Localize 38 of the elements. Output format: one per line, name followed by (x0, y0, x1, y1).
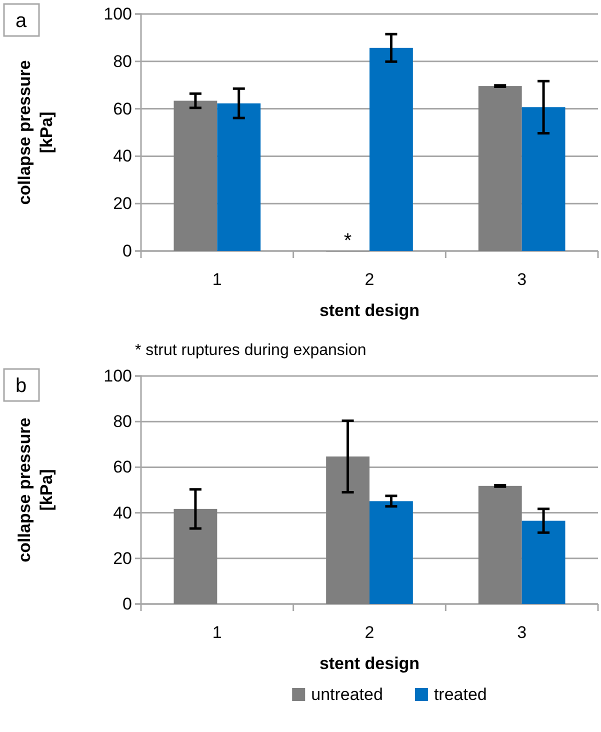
bar (522, 520, 566, 604)
y-tick-label: 20 (113, 548, 132, 568)
bar (478, 486, 522, 604)
bar (370, 48, 413, 251)
y-axis-title: collapse pressure [kPa] (15, 418, 56, 562)
y-tick-label: 100 (104, 4, 132, 24)
y-tick-label: 40 (113, 503, 132, 522)
y-tick-label: 0 (122, 594, 132, 614)
y-tick-label: 60 (113, 458, 132, 477)
y-tick-label: 60 (113, 99, 132, 118)
x-tick-label: 2 (364, 623, 374, 642)
bar (522, 107, 566, 251)
x-axis-title: stent design (319, 654, 420, 673)
y-axis-title: collapse pressure [kPa] (15, 60, 56, 205)
bar (174, 100, 218, 251)
y-tick-label: 80 (113, 412, 132, 432)
x-tick-label: 3 (517, 623, 527, 642)
chart-title: a (15, 10, 28, 32)
bar (174, 508, 218, 604)
x-axis-title: stent design (319, 301, 420, 320)
x-tick-label: 1 (212, 623, 222, 642)
bar (326, 456, 370, 604)
x-tick-label: 2 (364, 270, 374, 289)
y-tick-label: 20 (113, 194, 132, 214)
bar (217, 103, 261, 251)
bar (370, 501, 413, 604)
chart-title: b (15, 375, 27, 397)
x-tick-label: 3 (517, 270, 527, 289)
text: * strut ruptures during expansion (135, 342, 366, 359)
y-tick-label: 80 (113, 52, 132, 71)
annotation: * (344, 230, 352, 252)
x-tick-label: 1 (212, 270, 222, 289)
y-tick-label: 0 (122, 241, 132, 260)
legend-label: untreated (311, 685, 383, 704)
y-tick-label: 40 (113, 146, 132, 166)
bar (478, 86, 522, 251)
legend-label: treated (434, 685, 487, 704)
y-tick-label: 100 (104, 366, 132, 386)
